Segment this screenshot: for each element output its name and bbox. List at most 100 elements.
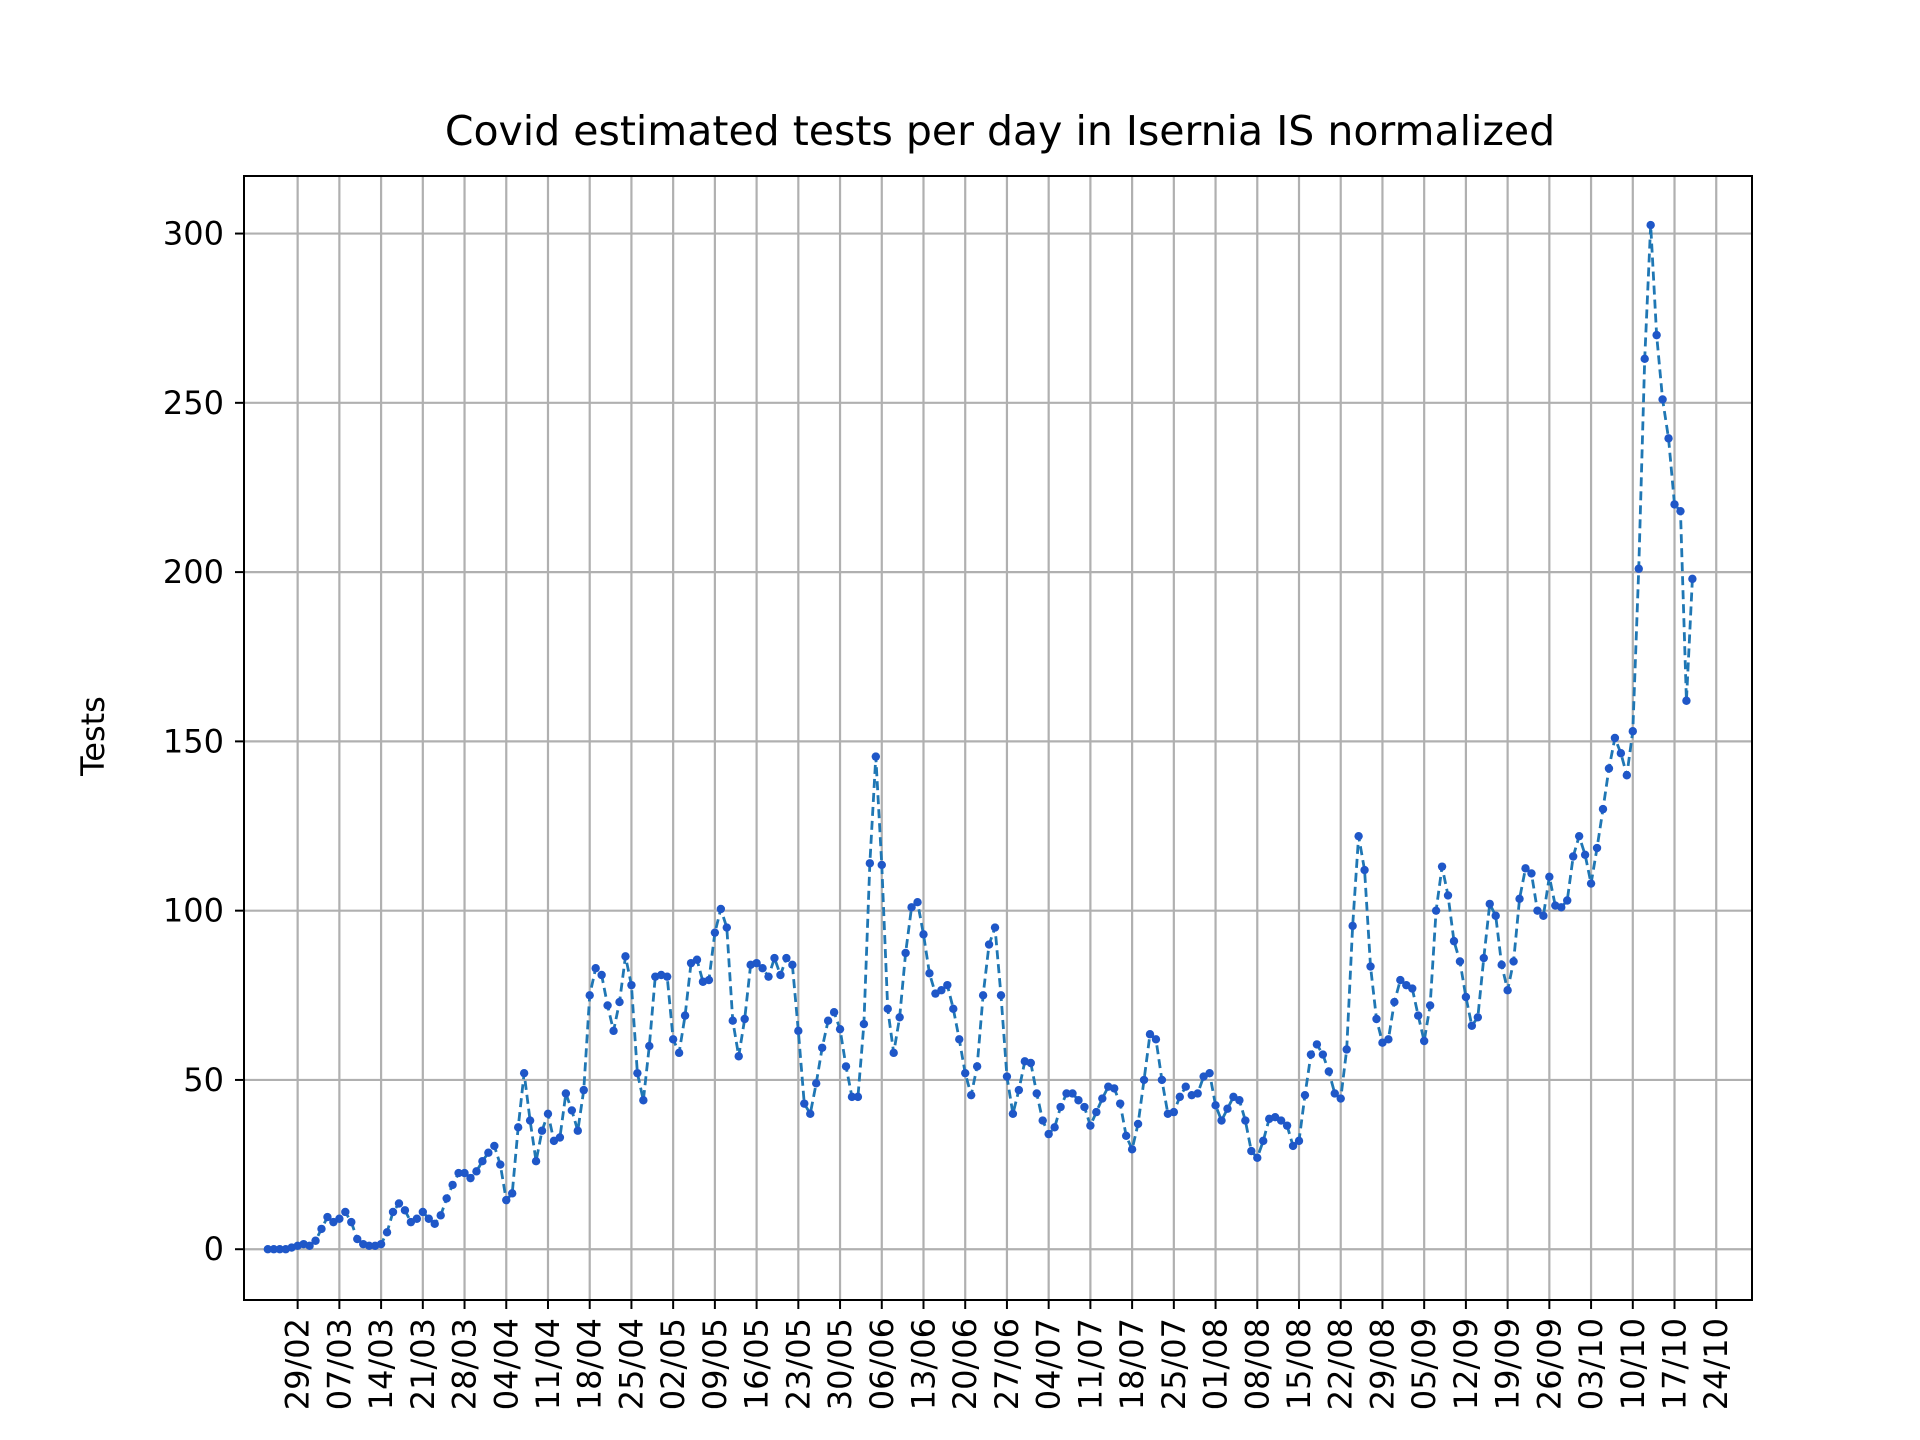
data-point xyxy=(1098,1094,1107,1103)
data-point xyxy=(1545,872,1554,882)
x-tick-label: 29/08 xyxy=(1363,1318,1401,1410)
data-point xyxy=(1592,843,1602,853)
data-point xyxy=(1586,879,1596,888)
data-point xyxy=(1092,1107,1101,1117)
x-tick-label: 18/04 xyxy=(571,1318,609,1410)
data-point xyxy=(1431,906,1441,915)
data-point xyxy=(1574,831,1584,841)
x-tick-label: 17/10 xyxy=(1656,1318,1694,1410)
data-point xyxy=(466,1173,475,1183)
x-tick-label: 22/08 xyxy=(1322,1318,1360,1410)
data-point xyxy=(1646,220,1655,230)
x-tick-label: 12/09 xyxy=(1447,1318,1485,1410)
data-point xyxy=(1491,911,1500,920)
data-point xyxy=(525,1116,535,1125)
data-point xyxy=(877,860,886,870)
data-point xyxy=(1461,992,1471,1002)
chart-title: Covid estimated tests per day in Isernia… xyxy=(445,107,1555,155)
data-point xyxy=(621,952,630,961)
data-point xyxy=(1527,869,1536,878)
data-point xyxy=(1306,1050,1316,1059)
x-tick-label: 08/08 xyxy=(1238,1318,1276,1410)
data-point xyxy=(919,930,928,939)
data-point xyxy=(853,1092,863,1102)
x-tick-label: 15/08 xyxy=(1280,1318,1318,1410)
x-tick-label: 25/04 xyxy=(612,1318,650,1410)
x-tick-label: 09/05 xyxy=(696,1318,734,1410)
x-axis-ticks: 29/02 07/03 14/03 21/03 28/03 04/04 11/04 18/04… xyxy=(279,1300,1735,1410)
data-point xyxy=(1580,850,1590,859)
data-point xyxy=(639,1096,648,1105)
data-point xyxy=(722,923,731,932)
data-point xyxy=(817,1043,827,1052)
data-point xyxy=(800,1099,809,1108)
x-tick-label: 01/08 xyxy=(1197,1318,1235,1410)
data-point xyxy=(961,1068,970,1078)
data-point xyxy=(1557,903,1566,912)
data-point xyxy=(1509,957,1518,966)
data-point xyxy=(1652,330,1661,340)
data-point xyxy=(871,752,881,761)
data-point xyxy=(1014,1085,1024,1095)
data-point xyxy=(603,1001,612,1010)
data-point xyxy=(1443,891,1453,900)
data-point xyxy=(1396,975,1405,985)
data-point xyxy=(1622,771,1632,780)
data-point xyxy=(1038,1116,1047,1125)
data-point xyxy=(812,1079,821,1088)
data-point xyxy=(782,953,791,963)
data-point xyxy=(1598,804,1608,814)
data-point xyxy=(1002,1072,1012,1081)
data-point xyxy=(1604,764,1614,773)
x-tick-label: 14/03 xyxy=(362,1318,400,1410)
data-point xyxy=(400,1206,410,1215)
data-point xyxy=(311,1236,320,1245)
data-point xyxy=(865,859,875,868)
data-point xyxy=(1223,1104,1232,1113)
data-point xyxy=(1610,733,1620,743)
x-tick-label: 21/03 xyxy=(404,1318,442,1410)
data-point xyxy=(996,991,1006,1000)
data-point xyxy=(1312,1040,1322,1049)
y-tick-label: 50 xyxy=(183,1061,224,1099)
data-point xyxy=(1050,1123,1059,1132)
data-point xyxy=(1080,1102,1089,1112)
data-point xyxy=(984,940,994,949)
data-point xyxy=(925,969,934,978)
data-point xyxy=(662,972,672,981)
data-point xyxy=(788,960,797,970)
data-point xyxy=(1324,1067,1334,1076)
data-point xyxy=(1467,1021,1477,1030)
x-tick-label: 25/07 xyxy=(1155,1318,1193,1410)
data-point xyxy=(502,1195,511,1205)
data-point xyxy=(1628,727,1637,736)
data-point xyxy=(519,1068,529,1078)
y-tick-label: 0 xyxy=(204,1230,224,1268)
y-axis-ticks: 0 50 100 150 200 250 300 xyxy=(163,215,244,1268)
data-point xyxy=(579,1085,588,1095)
data-point xyxy=(841,1062,851,1071)
data-point xyxy=(734,1052,743,1061)
data-point xyxy=(1539,911,1548,920)
y-tick-label: 100 xyxy=(163,892,224,930)
data-point xyxy=(561,1089,571,1098)
data-point xyxy=(728,1016,737,1025)
data-point xyxy=(1330,1089,1339,1098)
data-point xyxy=(591,964,600,973)
data-point xyxy=(1521,864,1530,873)
data-point xyxy=(1145,1030,1155,1039)
data-point xyxy=(1419,1036,1429,1046)
grid-lines xyxy=(244,176,1752,1300)
data-point xyxy=(323,1212,332,1222)
data-point xyxy=(388,1207,398,1217)
data-point xyxy=(1032,1089,1041,1098)
x-tick-label: 11/04 xyxy=(529,1318,567,1410)
data-point xyxy=(1151,1035,1161,1044)
data-point xyxy=(1121,1131,1131,1141)
data-point xyxy=(716,904,726,914)
data-point xyxy=(1008,1109,1018,1119)
data-point xyxy=(347,1217,356,1227)
data-point xyxy=(567,1106,577,1115)
x-tick-label: 20/06 xyxy=(946,1318,984,1410)
